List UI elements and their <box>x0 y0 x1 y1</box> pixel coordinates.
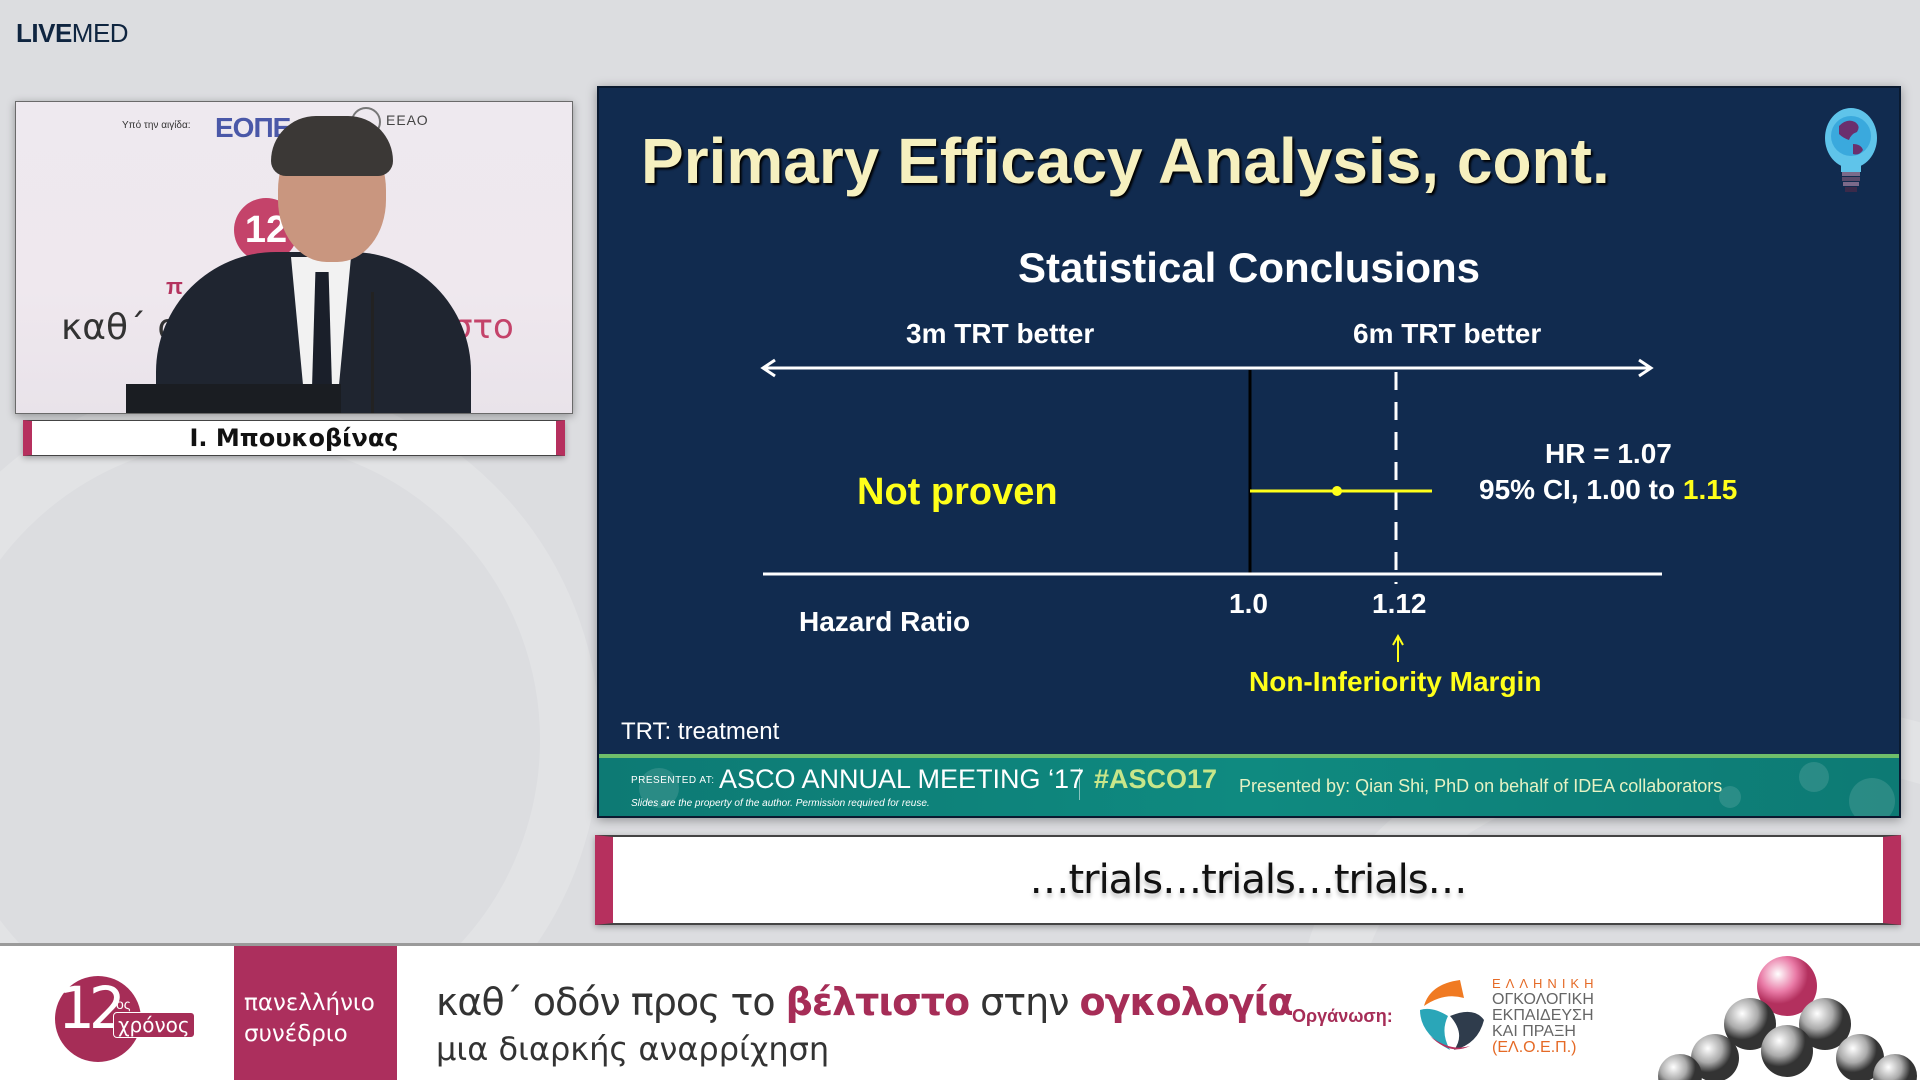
tick-label-1-12: 1.12 <box>1372 588 1427 619</box>
direction-label-left: 3m TRT better <box>906 318 1095 349</box>
speaker-name-bar: Ι. Μπουκοβίνας <box>23 420 565 456</box>
margin-label: Non-Inferiority Margin <box>1249 666 1542 697</box>
congress-label-block: πανελλήνιο συνέδριο <box>234 946 397 1080</box>
congress-line1: πανελλήνιο <box>244 990 375 1016</box>
slogan-text-2: στην <box>969 980 1080 1024</box>
congress-line2: συνέδριο <box>244 1021 348 1047</box>
slide-subtitle: Statistical Conclusions <box>1017 244 1481 291</box>
anniversary-years: χρόνος <box>113 1012 195 1038</box>
ci-upper-highlight: 1.15 <box>1682 474 1738 505</box>
caption-text: …trials…trials…trials… <box>1029 857 1467 903</box>
organizer-name: ΕΛΛΗΝΙΚΗ ΟΓΚΟΛΟΓΙΚΗ ΕΚΠΑΙΔΕΥΣΗ ΚΑΙ ΠΡΑΞΗ… <box>1492 976 1599 1056</box>
speaker-tie <box>311 272 333 413</box>
backdrop-partial-text: π <box>166 274 183 299</box>
meeting-name: ASCO ANNUAL MEETING ‘17 <box>719 764 1085 794</box>
caption-bar: …trials…trials…trials… <box>595 835 1901 925</box>
slogan-text-1: καθ΄ οδόν προς το <box>436 980 786 1024</box>
footer-divider <box>1079 768 1080 800</box>
lightbulb-globe-icon <box>1825 108 1877 192</box>
copyright-note: Slides are the property of the author. P… <box>631 798 930 809</box>
slide-title: Primary Efficacy Analysis, cont. <box>641 125 1610 197</box>
conclusion-label: Not proven <box>857 471 1058 513</box>
organizer-label: Οργάνωση: <box>1292 1006 1393 1026</box>
org-line3: ΕΚΠΑΙΔΕΥΣΗ <box>1492 1007 1594 1024</box>
speaker-video: Υπό την αιγίδα: ΕΟΠΕ ΕΕΑΟ 12 π καθ΄ οδ σ… <box>15 101 573 414</box>
slogan-highlight-1: βέλτιστο <box>785 980 970 1024</box>
presented-at-label: PRESENTED AT: <box>631 775 715 786</box>
tick-label-1-0: 1.0 <box>1229 588 1268 619</box>
podium <box>126 384 341 413</box>
slide-footer-band: PRESENTED AT: ASCO ANNUAL MEETING ‘17 #A… <box>599 754 1899 816</box>
direction-label-right: 6m TRT better <box>1353 318 1542 349</box>
logo-light: MED <box>71 18 129 48</box>
slide-footnote: TRT: treatment <box>621 718 780 745</box>
org-line2: ΟΓΚΟΛΟΓΙΚΗ <box>1492 991 1594 1008</box>
decor-dot <box>1799 762 1829 792</box>
org-line1: ΕΛΛΗΝΙΚΗ <box>1492 976 1599 991</box>
slogan-line1: καθ΄ οδόν προς το βέλτιστο στην ογκολογί… <box>436 980 1294 1024</box>
meeting-hashtag: #ASCO17 <box>1094 764 1218 794</box>
presented-by: Presented by: Qian Shi, PhD on behalf of… <box>1239 776 1723 796</box>
decor-dot <box>1719 786 1741 808</box>
hr-estimate-text: HR = 1.07 <box>1545 438 1672 469</box>
x-axis-label: Hazard Ratio <box>799 606 971 637</box>
logo-bold: LIVE <box>16 18 72 48</box>
slogan-highlight-2: ογκολογία <box>1079 980 1294 1024</box>
ci-text: 95% CI, 1.00 to 1.15 <box>1479 474 1737 506</box>
org-line5: (ΕΛ.Ο.Ε.Π.) <box>1492 1039 1577 1056</box>
backdrop-sponsor-logo-2: ΕΕΑΟ <box>386 112 429 128</box>
spheres-pyramid-graphic <box>1658 956 1917 1080</box>
forest-plot <box>760 358 1662 662</box>
decor-dot <box>639 768 679 808</box>
ci-text-prefix: 95% CI, 1.00 to <box>1479 474 1683 505</box>
microphone-icon <box>371 292 374 413</box>
anniversary-number: 12 <box>58 974 126 1042</box>
anniversary-superscript: ος <box>116 996 131 1012</box>
event-banner: 12 ος χρόνος πανελλήνιο συνέδριο καθ΄ οδ… <box>0 943 1920 1080</box>
decor-dot <box>1849 778 1895 816</box>
speaker-name: Ι. Μπουκοβίνας <box>189 424 399 452</box>
backdrop-aegis-text: Υπό την αιγίδα: <box>122 120 191 131</box>
speaker-hair <box>271 116 393 176</box>
org-line4: ΚΑΙ ΠΡΑΞΗ <box>1492 1023 1576 1040</box>
livemed-logo: LIVEMED <box>16 18 129 49</box>
slogan-line2: μια διαρκής αναρρίχηση <box>436 1030 830 1068</box>
organizer-ribbon-logo-icon <box>1420 980 1484 1050</box>
presentation-slide: Primary Efficacy Analysis, cont. Statist… <box>597 86 1901 818</box>
